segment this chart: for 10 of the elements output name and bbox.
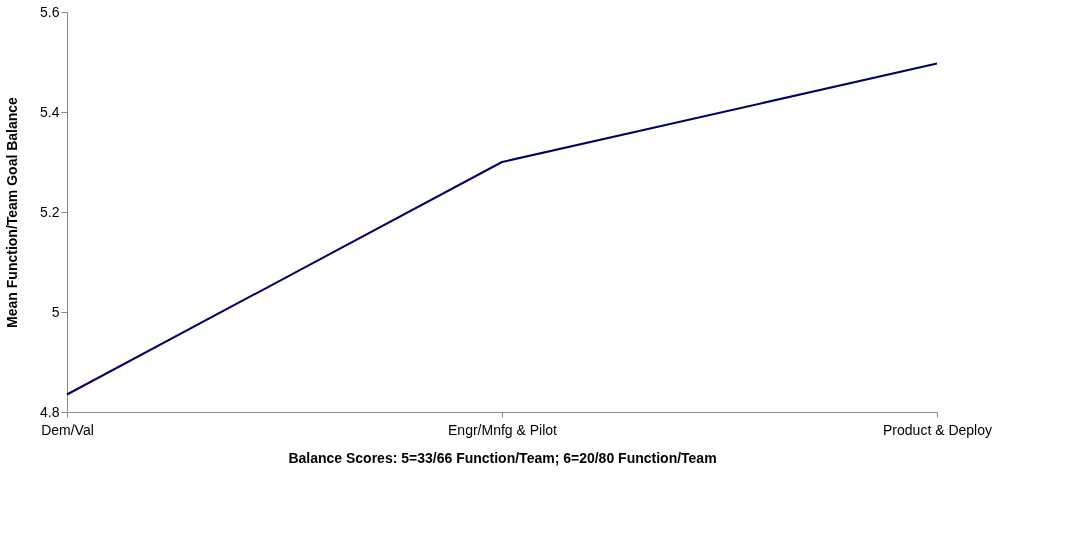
y-tick-label: 5.2 [40, 203, 60, 220]
y-tick-label: 5.6 [40, 3, 60, 20]
y-tick-label: 5 [51, 303, 60, 320]
x-tick-label: Engr/Mnfg & Pilot [448, 421, 558, 438]
y-axis-title: Mean Function/Team Goal Balance [4, 96, 21, 328]
x-axis-title: Balance Scores: 5=33/66 Function/Team; 6=20/80 Function/Team [288, 449, 717, 466]
y-tick-label: 4.8 [40, 403, 60, 420]
x-tick-label: Dem/Val [41, 421, 94, 438]
y-tick-label: 5.4 [40, 103, 60, 120]
x-tick-label: Product & Deploy [883, 421, 992, 438]
